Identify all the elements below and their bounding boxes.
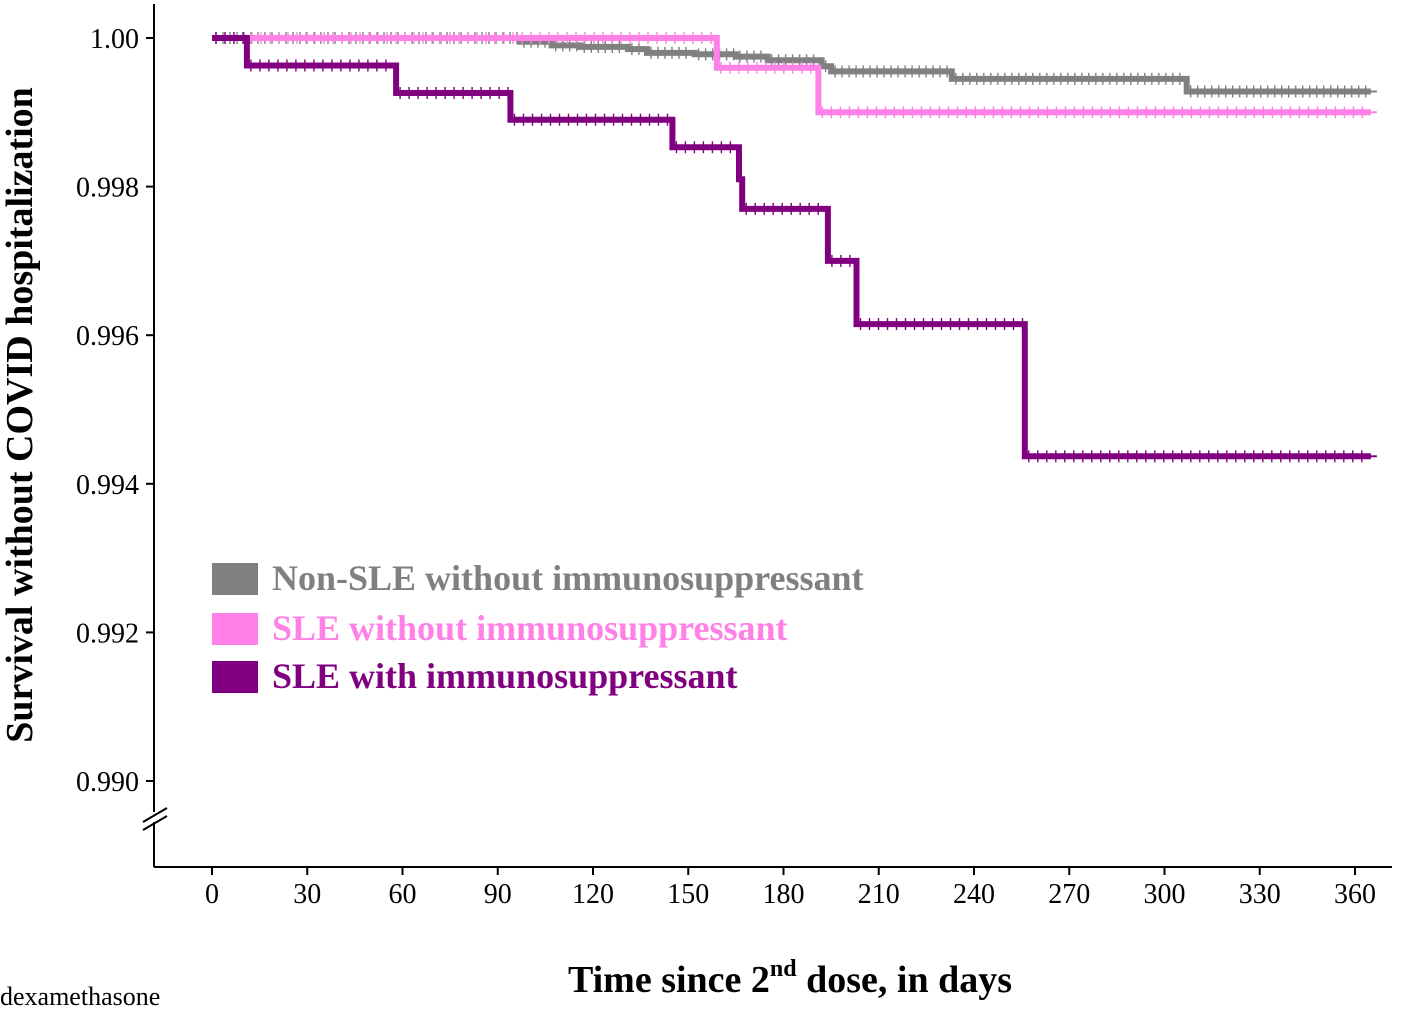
series-line-2 bbox=[212, 35, 1371, 460]
x-tick-label-6: 180 bbox=[763, 879, 805, 910]
y-tick-label-2: 0.994 bbox=[76, 470, 139, 501]
y-tick-label-3: 0.996 bbox=[76, 321, 139, 352]
x-tick-label-9: 270 bbox=[1048, 879, 1090, 910]
legend-swatch-non-sle bbox=[212, 563, 258, 595]
legend-label-sle-with: SLE with immunosuppressant bbox=[272, 656, 738, 696]
x-axis-title: Time since 2nd dose, in days bbox=[568, 956, 1012, 1000]
x-ticks: 0 30 60 90 120 150 180 210 240 270 300 330 360 bbox=[205, 867, 1376, 910]
legend-swatch-sle-with bbox=[212, 661, 258, 693]
y-tick-label-1: 0.992 bbox=[76, 618, 139, 649]
y-axis: 0.990 0.992 0.994 0.996 0.998 1.00 bbox=[76, 4, 168, 867]
x-tick-label-2: 60 bbox=[389, 879, 417, 910]
legend-label-sle-without: SLE without immunosuppressant bbox=[272, 608, 788, 648]
x-axis: 0 30 60 90 120 150 180 210 240 270 300 330 360 bbox=[154, 866, 1392, 910]
axis-break-mark-1 bbox=[142, 807, 168, 823]
x-tick-label-11: 330 bbox=[1239, 879, 1281, 910]
axis-break-mark-2 bbox=[142, 815, 168, 831]
x-tick-label-3: 90 bbox=[484, 879, 512, 910]
x-tick-label-7: 210 bbox=[858, 879, 900, 910]
x-tick-label-1: 30 bbox=[293, 879, 321, 910]
x-axis-title-suffix: dose, in days bbox=[797, 959, 1012, 1000]
censor-marks-2 bbox=[215, 32, 1363, 463]
x-axis-title-sup: nd bbox=[770, 956, 797, 982]
legend-swatch-sle-without bbox=[212, 613, 258, 645]
y-ticks: 0.990 0.992 0.994 0.996 0.998 1.00 bbox=[76, 24, 154, 798]
series-layer bbox=[212, 32, 1377, 463]
legend-label-non-sle: Non-SLE without immunosuppressant bbox=[272, 558, 864, 598]
x-tick-label-8: 240 bbox=[953, 879, 995, 910]
x-tick-label-12: 360 bbox=[1334, 879, 1376, 910]
legend: Non-SLE without immunosuppressant SLE wi… bbox=[212, 558, 864, 696]
censor-marks-1 bbox=[215, 32, 1364, 119]
truncated-caption-text: dexamethasone bbox=[0, 982, 161, 1011]
censor-marks-0 bbox=[215, 32, 1367, 98]
series-line-1 bbox=[212, 35, 1371, 116]
x-tick-label-10: 300 bbox=[1144, 879, 1186, 910]
x-tick-label-0: 0 bbox=[205, 879, 219, 910]
y-tick-label-0: 0.990 bbox=[76, 767, 139, 798]
y-axis-title: Survival without COVID hospitalization bbox=[0, 87, 41, 743]
y-tick-label-4: 0.998 bbox=[76, 173, 139, 204]
x-tick-label-5: 150 bbox=[667, 879, 709, 910]
x-tick-label-4: 120 bbox=[572, 879, 614, 910]
y-tick-label-5: 1.00 bbox=[90, 24, 139, 55]
x-axis-title-prefix: Time since 2 bbox=[568, 959, 770, 1000]
